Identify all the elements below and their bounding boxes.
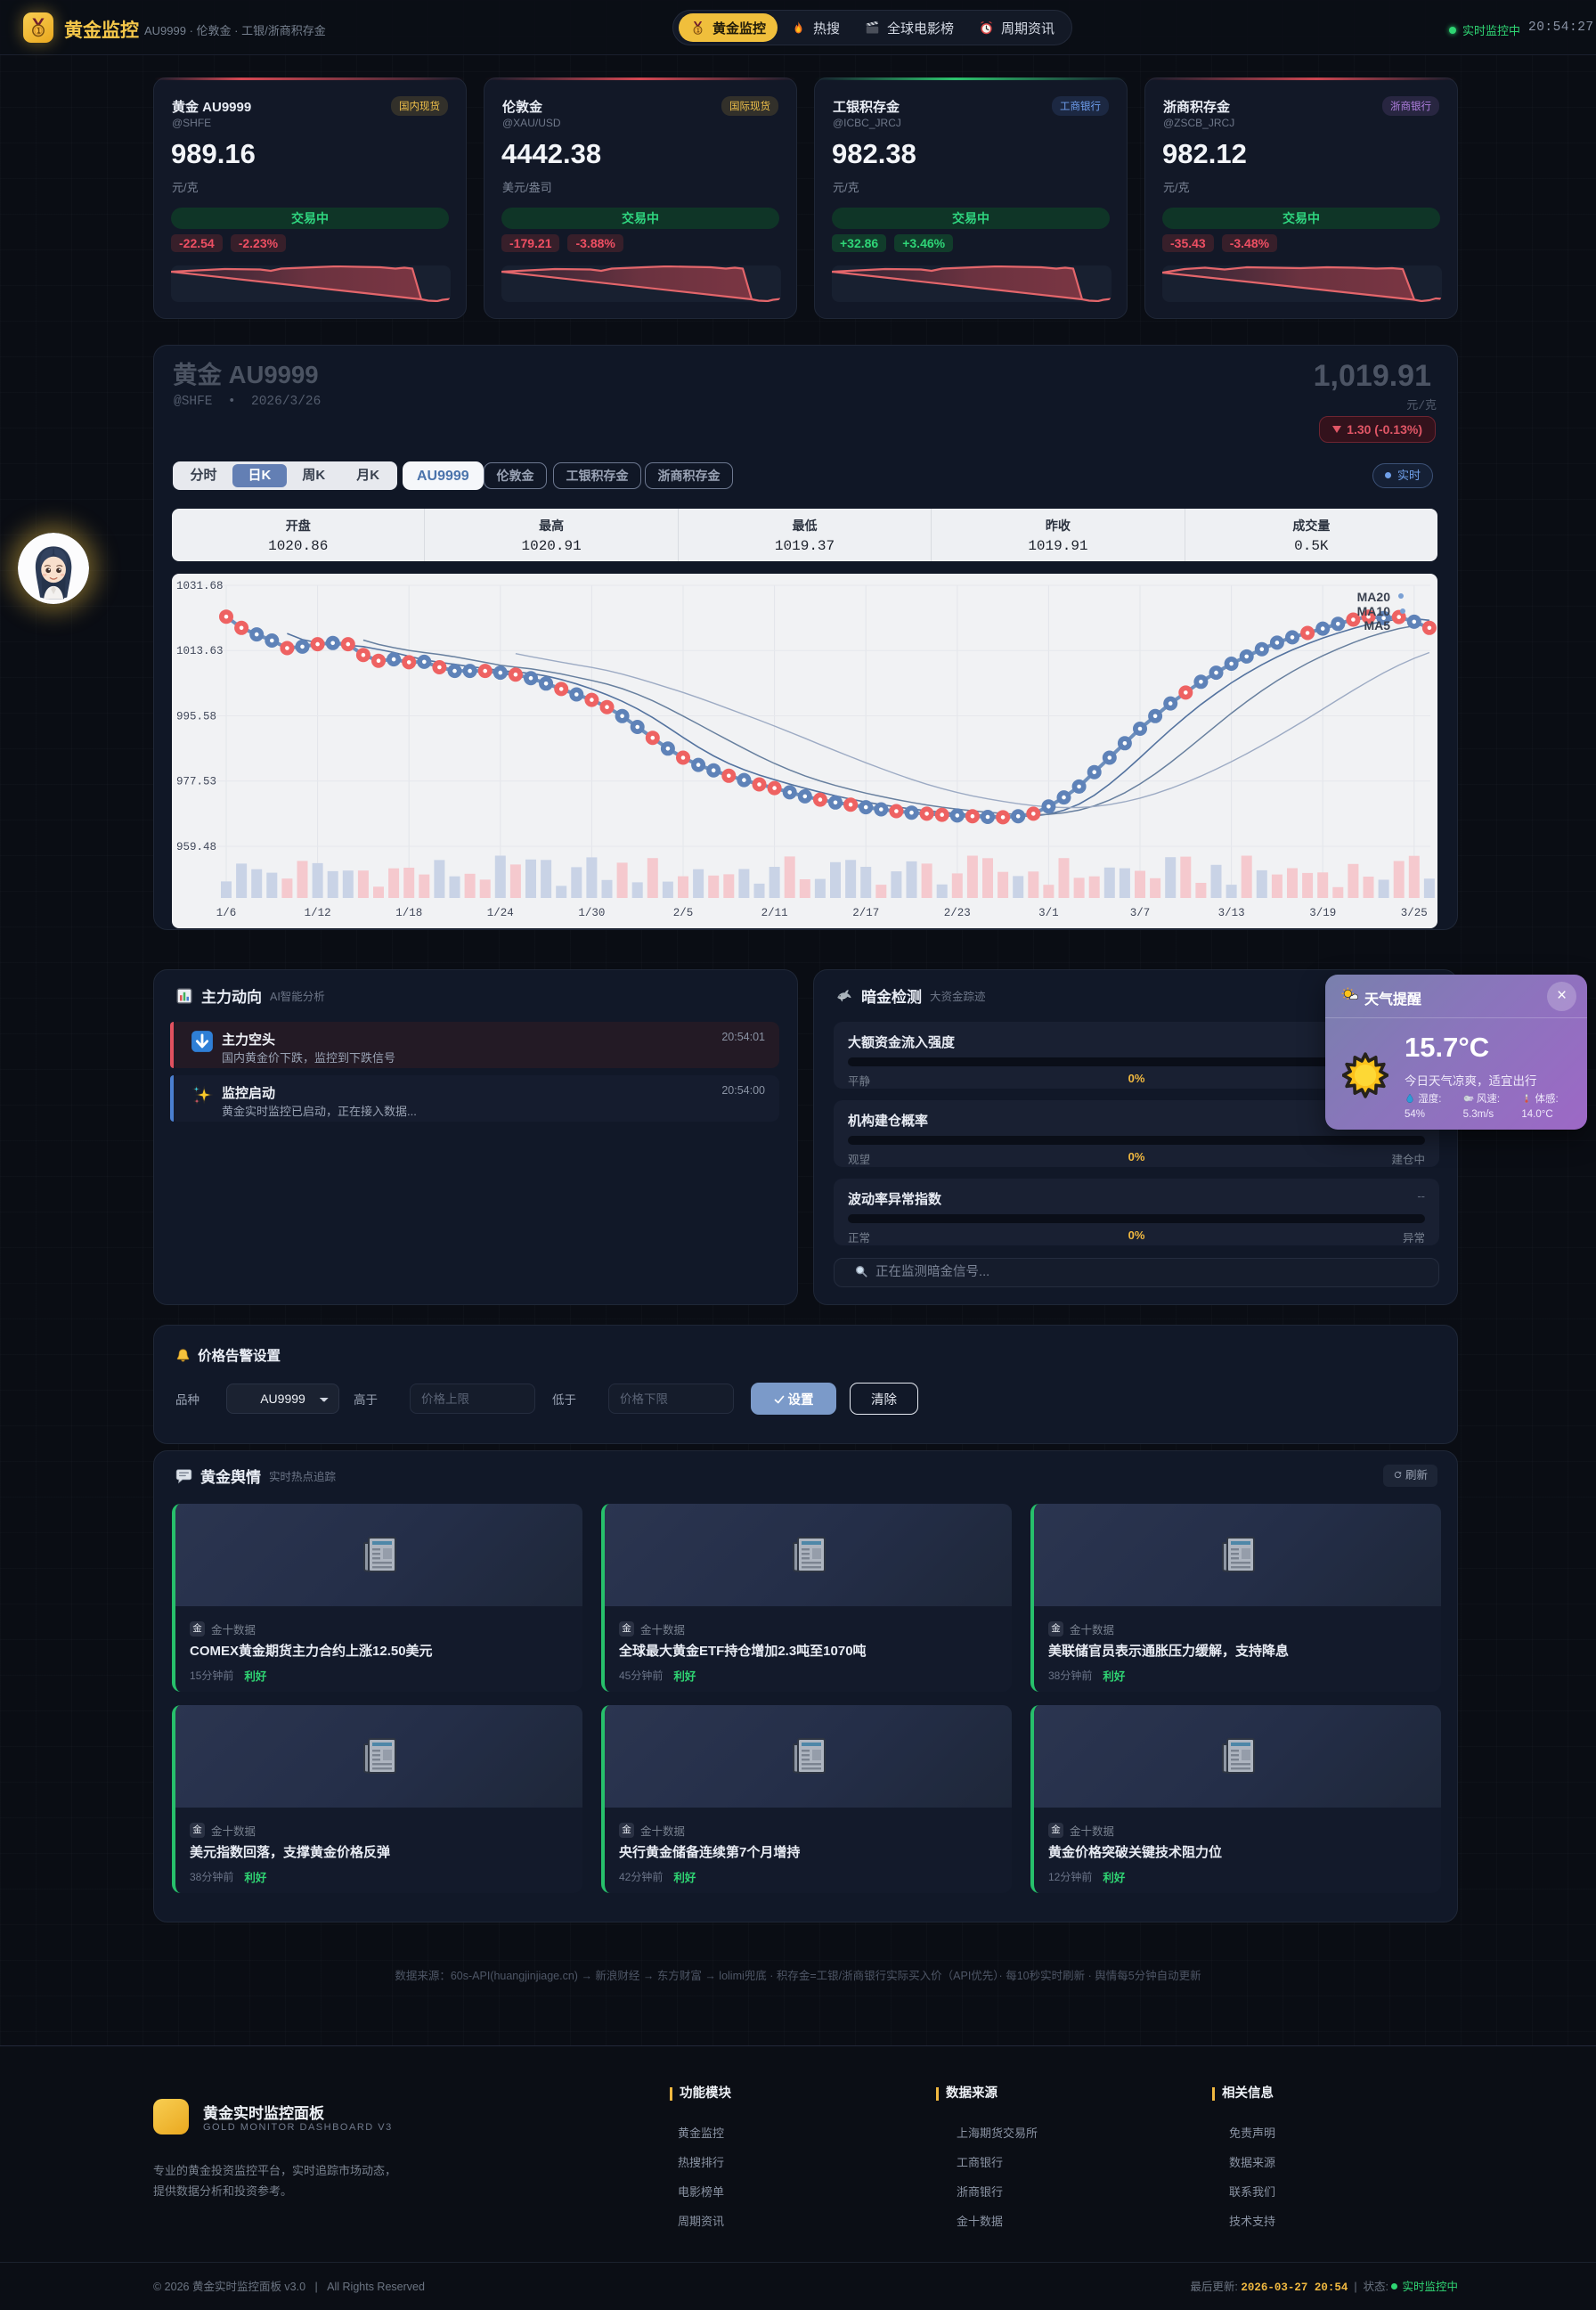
svg-text:1/30: 1/30 [578, 907, 605, 919]
svg-text:3/19: 3/19 [1309, 907, 1336, 919]
svg-text:2/5: 2/5 [673, 907, 694, 919]
svg-text:3/7: 3/7 [1130, 907, 1151, 919]
svg-text:1/18: 1/18 [395, 907, 422, 919]
svg-text:3/1: 3/1 [1038, 907, 1059, 919]
svg-text:3/25: 3/25 [1401, 907, 1428, 919]
svg-text:1031.68: 1031.68 [176, 580, 224, 592]
svg-text:1/6: 1/6 [216, 907, 237, 919]
svg-text:2/11: 2/11 [761, 907, 788, 919]
svg-text:MA20: MA20 [1357, 590, 1391, 604]
svg-text:2/23: 2/23 [944, 907, 971, 919]
svg-text:3/13: 3/13 [1218, 907, 1245, 919]
svg-text:1/12: 1/12 [305, 907, 331, 919]
svg-text:1013.63: 1013.63 [176, 645, 224, 657]
svg-text:959.48: 959.48 [176, 841, 216, 853]
svg-text:995.58: 995.58 [176, 711, 216, 723]
svg-text:2/17: 2/17 [852, 907, 879, 919]
svg-text:MA5: MA5 [1364, 618, 1390, 633]
svg-text:1/24: 1/24 [487, 907, 514, 919]
svg-text:977.53: 977.53 [176, 776, 216, 788]
svg-text:MA10: MA10 [1357, 604, 1391, 618]
